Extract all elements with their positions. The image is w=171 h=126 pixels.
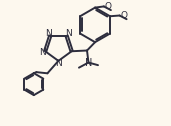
- Text: N: N: [55, 59, 62, 68]
- Text: N: N: [65, 29, 72, 38]
- Text: N: N: [39, 48, 46, 57]
- Text: N: N: [85, 58, 92, 68]
- Text: O: O: [120, 11, 127, 20]
- Text: O: O: [104, 2, 111, 11]
- Text: N: N: [45, 29, 52, 38]
